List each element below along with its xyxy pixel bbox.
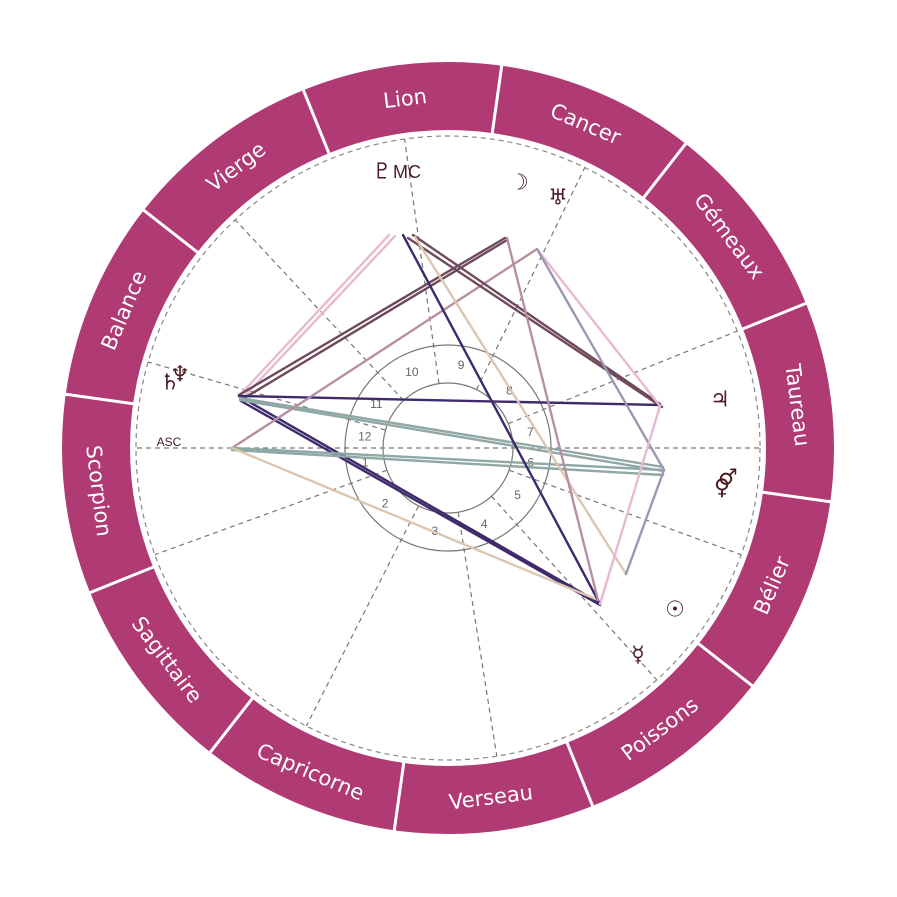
outer-dashed-circle <box>135 135 761 761</box>
neptune-icon: ♆ <box>170 363 190 388</box>
saturn-icon: ♄ <box>160 371 180 396</box>
aspect-line <box>238 398 665 473</box>
jupiter-icon: ♃ <box>710 388 730 413</box>
aspect-line <box>237 394 600 604</box>
uranus-icon: ♅ <box>548 186 568 211</box>
aspect-line <box>230 448 665 477</box>
planet-glyphs: ♇ ☽ ♅ ♆♄ ♃ ♂♀ ☉ ☿ <box>160 160 738 668</box>
aspect-line <box>413 235 628 576</box>
house-cusp-6 <box>508 469 742 556</box>
house-number-2: 2 <box>382 497 389 511</box>
house-number-1: 1 <box>362 456 369 470</box>
aspect-line <box>624 468 666 576</box>
house-number-12: 12 <box>358 429 372 443</box>
house-number-9: 9 <box>458 358 465 372</box>
aspect-line <box>230 446 600 602</box>
aspect-line <box>230 446 665 472</box>
moon-icon: ☽ <box>509 171 529 196</box>
asc-label: ASC <box>157 435 182 449</box>
house-cusp-3 <box>305 505 420 727</box>
house-number-5: 5 <box>514 488 521 502</box>
sun-icon: ☉ <box>665 598 685 623</box>
venus-icon: ♀ <box>714 476 730 501</box>
aspect-line <box>230 247 539 450</box>
aspect-line <box>535 247 662 408</box>
aspect-line <box>237 233 391 398</box>
aspect-line <box>505 236 600 602</box>
aspect-line <box>238 396 665 469</box>
house-number-10: 10 <box>405 365 419 379</box>
mc-label: MC <box>393 162 421 182</box>
house-number-3: 3 <box>432 524 439 538</box>
house-number-8: 8 <box>506 384 513 398</box>
pluto-icon: ♇ <box>372 160 392 185</box>
mercury-icon: ☿ <box>631 643 645 668</box>
house-cusp-lines <box>136 138 760 757</box>
house-number-4: 4 <box>481 517 488 531</box>
aspect-lines <box>230 233 666 607</box>
aspect-line <box>239 234 397 402</box>
house-number-11: 11 <box>370 397 383 411</box>
house-cusp-2 <box>154 469 388 556</box>
aspect-line <box>411 233 662 406</box>
aspect-line <box>239 399 602 607</box>
angle-points: ASC MC <box>157 162 421 449</box>
aspect-line <box>239 238 509 402</box>
zodiac-sign-lion: Lion <box>382 64 504 135</box>
aspect-line <box>406 236 664 409</box>
aspect-line <box>598 404 662 606</box>
aspect-line <box>535 247 666 472</box>
zodiac-sign-label: Lion <box>382 84 428 113</box>
aspect-line <box>401 233 602 606</box>
house-number-7: 7 <box>527 425 534 439</box>
mars-icon: ♂ <box>718 466 738 491</box>
aspect-line <box>237 236 507 397</box>
